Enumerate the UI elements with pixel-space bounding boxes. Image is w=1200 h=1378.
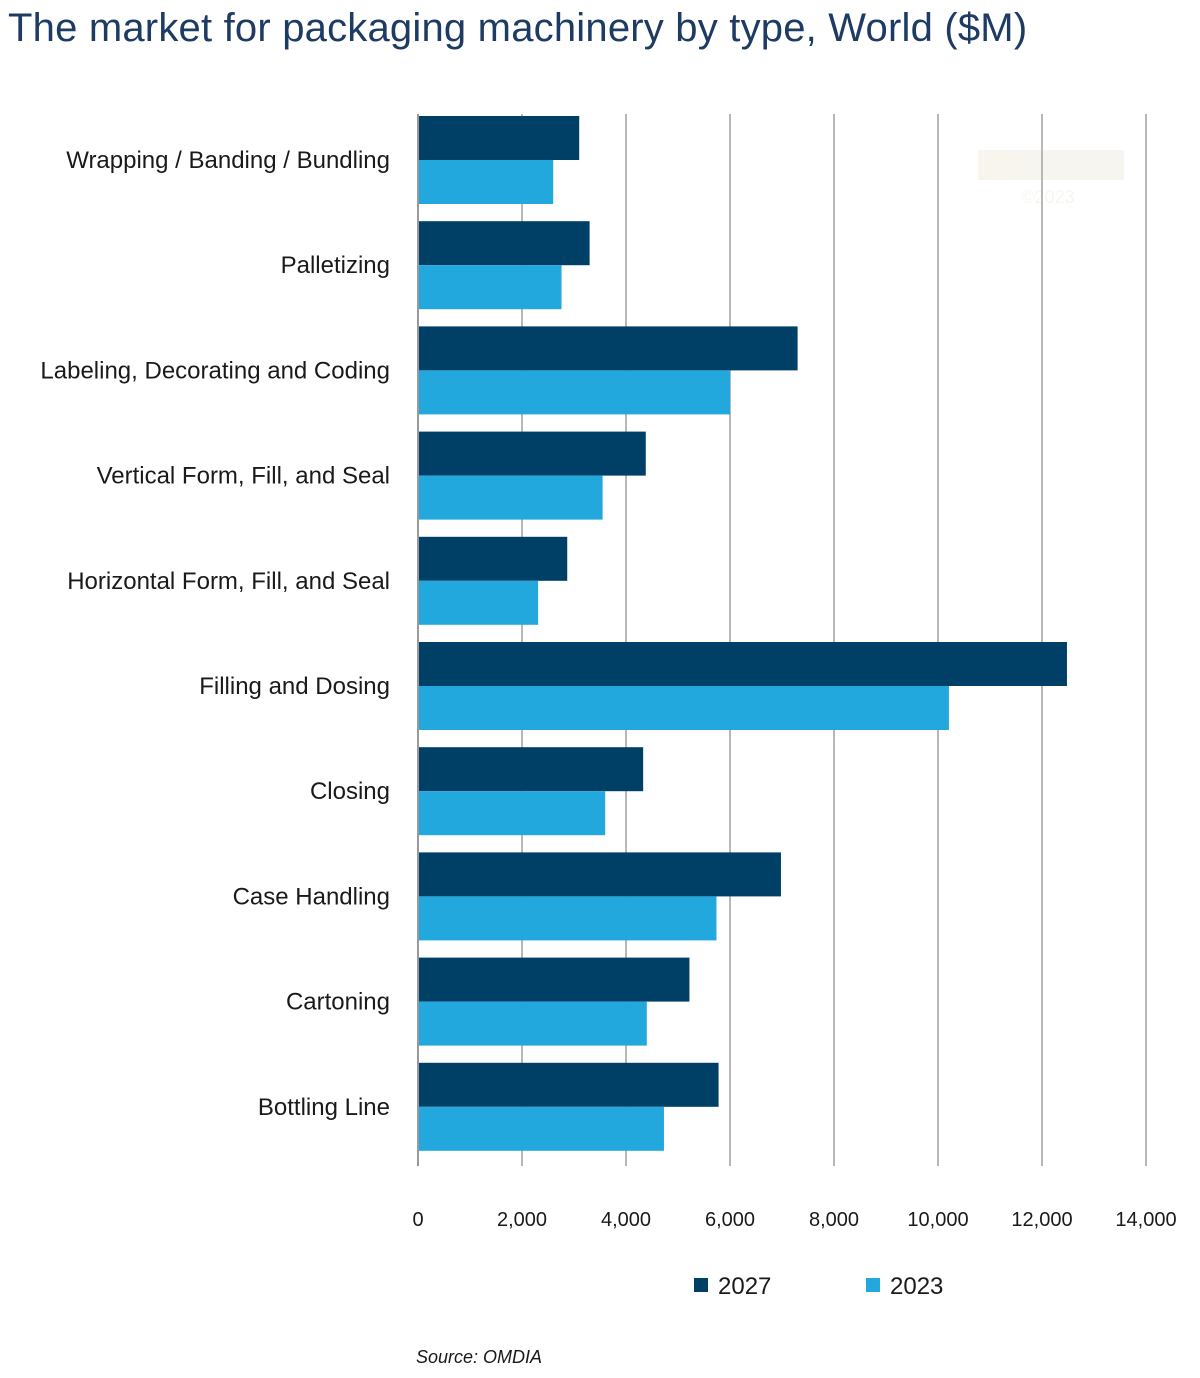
category-label: Case Handling (233, 883, 390, 910)
category-label: Vertical Form, Fill, and Seal (97, 463, 390, 490)
legend-label: 2027 (718, 1273, 771, 1300)
bar-2027 (418, 536, 568, 581)
bar-2027 (418, 852, 781, 897)
bar-2023 (418, 475, 603, 520)
category-label: Cartoning (286, 989, 390, 1016)
bar-2023 (418, 265, 562, 310)
x-tick-label: 14,000 (1115, 1209, 1176, 1231)
bar-2023 (418, 1001, 647, 1046)
category-label: Bottling Line (258, 1094, 390, 1121)
legend-label: 2023 (890, 1273, 943, 1300)
category-label: Labeling, Decorating and Coding (40, 357, 390, 384)
x-tick-label: 2,000 (497, 1209, 547, 1231)
category-label: Palletizing (281, 252, 390, 279)
legend-swatch (866, 1278, 880, 1292)
x-tick-label: 12,000 (1011, 1209, 1072, 1231)
category-label: Closing (310, 778, 390, 805)
bar-2023 (418, 686, 949, 730)
x-tick-label: 0 (412, 1209, 423, 1231)
legend-swatch (694, 1278, 708, 1292)
bar-2027 (418, 326, 798, 371)
x-tick-labels: 0 2,000 4,000 6,000 8,000 10,000 12,000 14,000 (412, 1209, 1176, 1231)
bar-2023 (418, 160, 554, 204)
bar-2027 (418, 957, 690, 1002)
x-tick-label: 8,000 (809, 1209, 859, 1231)
bar-2023 (418, 896, 717, 941)
bar-2023 (418, 791, 606, 836)
category-labels: Wrapping / Banding / Bundling Palletizing… (40, 147, 390, 1121)
bar-2023 (418, 370, 730, 415)
bar-2023 (418, 1106, 664, 1151)
bar-2027 (418, 747, 644, 792)
bar-2023 (418, 580, 539, 625)
x-tick-label: 6,000 (705, 1209, 755, 1231)
category-label: Wrapping / Banding / Bundling (66, 147, 390, 174)
svg-text:©2023: ©2023 (1021, 187, 1074, 207)
bar-2027 (418, 431, 646, 476)
category-label: Horizontal Form, Fill, and Seal (67, 568, 390, 595)
bar-2027 (418, 116, 580, 160)
x-tick-label: 4,000 (601, 1209, 651, 1231)
bar-2027 (418, 642, 1067, 686)
chart-title: The market for packaging machinery by ty… (8, 6, 1028, 50)
source-note: Source: OMDIA (416, 1347, 543, 1367)
x-tick-label: 10,000 (907, 1209, 968, 1231)
bar-2027 (418, 221, 590, 266)
bars (418, 116, 1067, 1151)
legend: 2027 2023 (694, 1273, 943, 1300)
watermark-logo: ©2023 (978, 150, 1124, 207)
category-label: Filling and Dosing (199, 673, 390, 700)
bar-2027 (418, 1062, 719, 1107)
